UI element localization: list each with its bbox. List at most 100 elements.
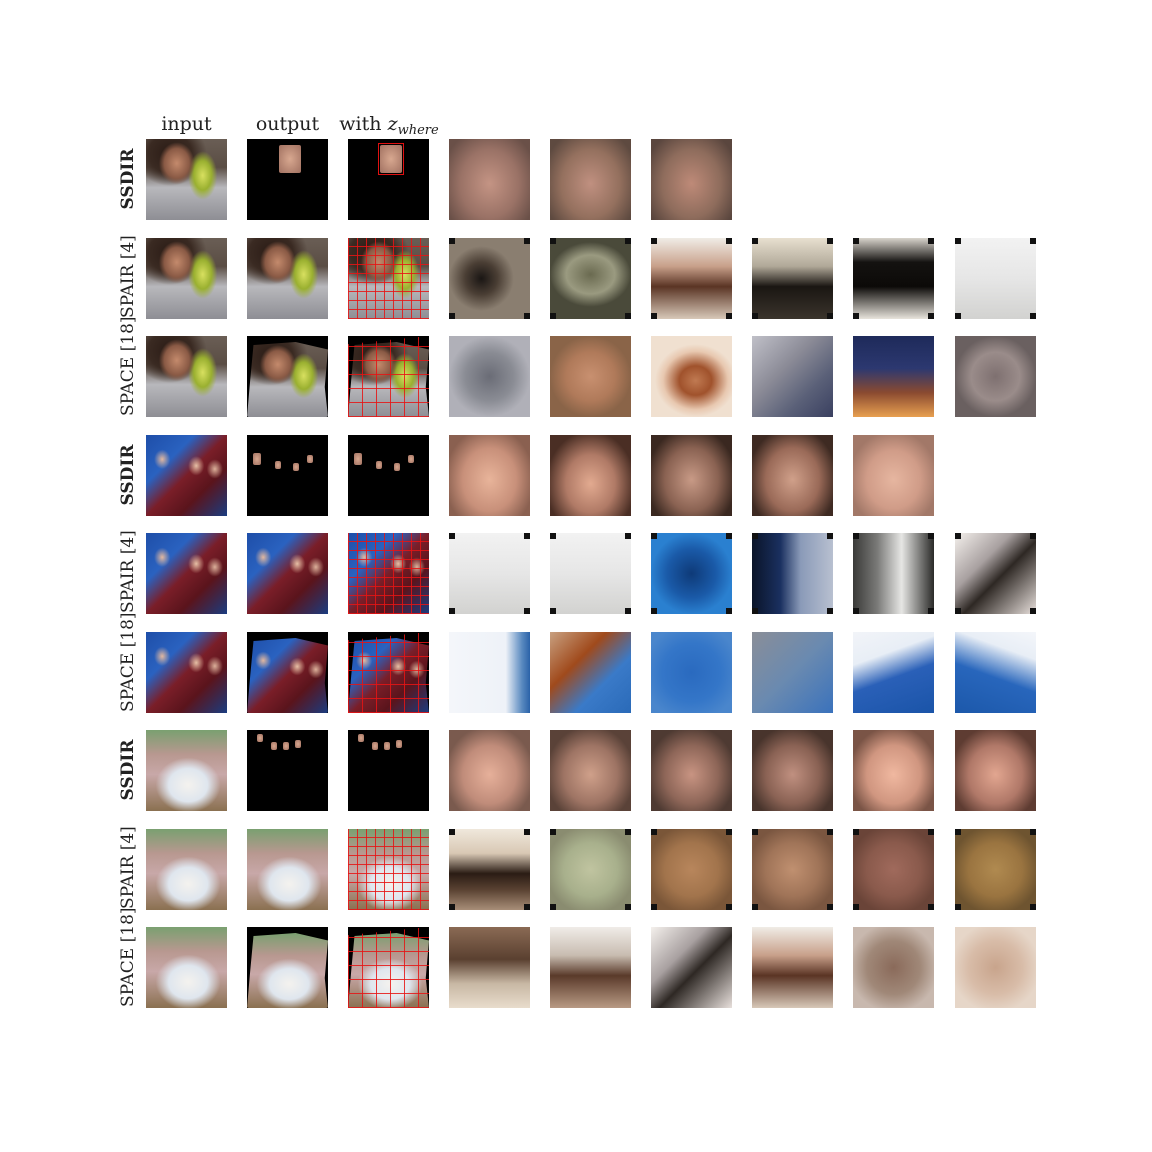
zwhere-image bbox=[348, 238, 429, 319]
face-patch bbox=[279, 145, 301, 173]
corner-mark bbox=[955, 533, 961, 539]
input-image bbox=[146, 139, 227, 220]
object-crop bbox=[853, 730, 934, 811]
corner-mark bbox=[550, 904, 556, 910]
object-crop bbox=[752, 533, 833, 614]
bounding-box-grid bbox=[348, 632, 429, 713]
corner-mark bbox=[827, 608, 833, 614]
row-label-4: SPAIR [4] bbox=[118, 530, 138, 613]
object-crop bbox=[550, 927, 631, 1008]
corner-mark bbox=[524, 238, 530, 244]
object-crop bbox=[449, 238, 530, 319]
row-label-3: SSDIR bbox=[118, 444, 138, 506]
corner-mark bbox=[625, 608, 631, 614]
partial-reconstruction bbox=[247, 342, 328, 417]
corner-mark bbox=[524, 533, 530, 539]
corner-mark bbox=[928, 313, 934, 319]
corner-mark bbox=[955, 608, 961, 614]
corner-mark bbox=[827, 829, 833, 835]
corner-mark bbox=[853, 829, 859, 835]
object-crop bbox=[550, 139, 631, 220]
corner-mark bbox=[651, 313, 657, 319]
input-image bbox=[146, 927, 227, 1008]
object-crop bbox=[853, 533, 934, 614]
object-crop bbox=[955, 238, 1036, 319]
corner-mark bbox=[625, 904, 631, 910]
object-crop bbox=[651, 632, 732, 713]
object-crop bbox=[449, 927, 530, 1008]
row-label-8: SPACE [18] bbox=[118, 907, 138, 1007]
corner-mark bbox=[524, 829, 530, 835]
zwhere-image bbox=[348, 533, 429, 614]
input-image bbox=[146, 238, 227, 319]
corner-mark bbox=[550, 608, 556, 614]
face-patch bbox=[372, 742, 378, 750]
corner-mark bbox=[752, 904, 758, 910]
face-patch bbox=[380, 145, 402, 173]
column-header-with-zwhere: with zwhere bbox=[334, 112, 444, 143]
row-label-5: SPACE [18] bbox=[118, 612, 138, 712]
object-crop bbox=[550, 336, 631, 417]
corner-mark bbox=[752, 533, 758, 539]
zwhere-image bbox=[348, 730, 429, 811]
corner-mark bbox=[726, 608, 732, 614]
corner-mark bbox=[827, 904, 833, 910]
column-header-with-label: with bbox=[339, 113, 382, 135]
object-crop bbox=[550, 730, 631, 811]
corner-mark bbox=[449, 829, 455, 835]
reconstruction-image bbox=[247, 435, 328, 516]
object-crop bbox=[550, 533, 631, 614]
object-crop bbox=[550, 435, 631, 516]
corner-mark bbox=[550, 238, 556, 244]
corner-mark bbox=[1030, 904, 1036, 910]
object-crop bbox=[752, 927, 833, 1008]
object-crop bbox=[651, 336, 732, 417]
corner-mark bbox=[625, 533, 631, 539]
row-label-2: SPACE [18] bbox=[118, 316, 138, 416]
face-patch bbox=[283, 742, 289, 750]
corner-mark bbox=[1030, 829, 1036, 835]
face-patch bbox=[384, 742, 390, 750]
face-patch bbox=[396, 740, 402, 748]
row-label-6: SSDIR bbox=[118, 739, 138, 801]
corner-mark bbox=[449, 904, 455, 910]
object-crop bbox=[955, 632, 1036, 713]
corner-mark bbox=[1030, 313, 1036, 319]
face-patch bbox=[295, 740, 301, 748]
corner-mark bbox=[524, 608, 530, 614]
corner-mark bbox=[625, 238, 631, 244]
object-crop bbox=[955, 336, 1036, 417]
object-crop bbox=[651, 829, 732, 910]
corner-mark bbox=[550, 313, 556, 319]
corner-mark bbox=[524, 904, 530, 910]
corner-mark bbox=[752, 829, 758, 835]
corner-mark bbox=[928, 238, 934, 244]
object-crop bbox=[449, 435, 530, 516]
corner-mark bbox=[1030, 608, 1036, 614]
bounding-box bbox=[378, 143, 404, 175]
corner-mark bbox=[928, 608, 934, 614]
corner-mark bbox=[524, 313, 530, 319]
input-image bbox=[146, 533, 227, 614]
object-crop bbox=[955, 730, 1036, 811]
corner-mark bbox=[726, 313, 732, 319]
face-patch bbox=[253, 453, 261, 465]
bounding-box-grid bbox=[348, 927, 429, 1008]
object-crop bbox=[853, 927, 934, 1008]
corner-mark bbox=[1030, 238, 1036, 244]
corner-mark bbox=[625, 313, 631, 319]
object-crop bbox=[752, 336, 833, 417]
corner-mark bbox=[955, 829, 961, 835]
zwhere-image bbox=[348, 927, 429, 1008]
bounding-box-grid bbox=[348, 238, 429, 319]
corner-mark bbox=[827, 313, 833, 319]
face-patch bbox=[354, 453, 362, 465]
zwhere-image bbox=[348, 139, 429, 220]
corner-mark bbox=[752, 608, 758, 614]
input-image bbox=[146, 336, 227, 417]
reconstruction-image bbox=[247, 533, 328, 614]
input-image bbox=[146, 435, 227, 516]
z-subscript: where bbox=[397, 123, 439, 138]
reconstruction-image bbox=[247, 730, 328, 811]
zwhere-image bbox=[348, 435, 429, 516]
